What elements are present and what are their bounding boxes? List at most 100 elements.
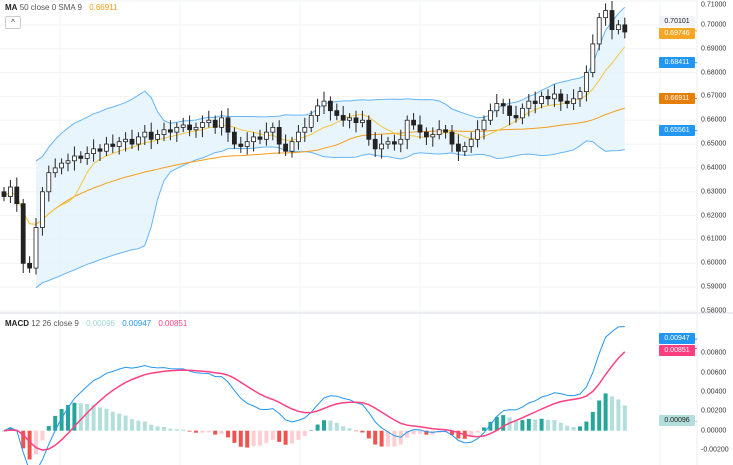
candle-body — [206, 119, 212, 124]
macd-histogram-bar — [187, 430, 192, 432]
macd-histogram-bar — [334, 422, 339, 431]
candle-body — [411, 119, 417, 126]
macd-histogram-bar — [219, 430, 224, 434]
candle-body — [552, 93, 557, 100]
candle-body — [72, 155, 77, 162]
candle-body — [238, 143, 244, 147]
candle-body — [564, 100, 570, 104]
price-tick-label: 0.68000 — [701, 69, 727, 77]
macd-histogram-bar — [603, 393, 608, 431]
macd-histogram-bar — [168, 428, 173, 431]
candle-body — [116, 141, 122, 147]
macd-params: 12 26 close 9 — [31, 319, 79, 328]
macd-histogram-bar — [226, 430, 230, 438]
candle-body — [270, 126, 276, 133]
candle-body — [455, 143, 461, 152]
candle-body — [353, 117, 359, 124]
price-tick-label: 0.59000 — [701, 283, 727, 291]
macd-histogram-bar — [411, 430, 416, 435]
macd-histogram-bar — [283, 430, 288, 445]
candle-body — [289, 141, 295, 152]
candle-body — [571, 98, 576, 104]
macd-histogram-bar — [546, 419, 550, 431]
macd-histogram-bar — [578, 426, 582, 431]
macd-histogram-bar — [558, 422, 563, 431]
macd-histogram-bar — [456, 430, 461, 439]
price-tick-label: 0.71000 — [701, 1, 727, 9]
candle-body — [84, 153, 90, 159]
macd-tick-label: -0.00200 — [701, 446, 729, 454]
candle-body — [436, 129, 442, 135]
candle-body — [52, 167, 58, 174]
macd-histogram-bar — [27, 430, 32, 460]
candle-body — [161, 129, 167, 135]
macd-histogram-bar — [34, 430, 38, 455]
candle-body — [321, 100, 327, 107]
price-tag: 0.68411 — [659, 56, 695, 68]
macd-histogram-bar — [200, 430, 205, 433]
candle-body — [315, 105, 321, 116]
candle-body — [148, 131, 154, 140]
candle-body — [308, 115, 314, 128]
candle-body — [449, 131, 455, 145]
macd-histogram-bar — [341, 426, 346, 431]
candle-body — [596, 17, 602, 45]
candle-body — [40, 191, 45, 228]
macd-histogram-bar — [597, 400, 602, 431]
candle-body — [78, 155, 84, 159]
price-tick-label: 0.62000 — [701, 212, 727, 220]
collapse-legend-button[interactable]: ^ — [5, 16, 21, 29]
macd-histogram-bar — [213, 430, 218, 435]
macd-histogram-bar — [123, 415, 128, 431]
candle-body — [366, 119, 372, 140]
candle-body — [283, 143, 289, 152]
candle-body — [263, 131, 269, 140]
candle-body — [219, 117, 225, 128]
candle-body — [1, 191, 7, 197]
indicator-value: 0.66911 — [89, 3, 118, 12]
candle-body — [199, 122, 205, 128]
macd-histogram-bar — [488, 421, 493, 431]
macd-name: MACD — [5, 319, 29, 328]
candle-body — [526, 100, 532, 109]
macd-histogram-bar — [584, 421, 589, 431]
candle-body — [180, 124, 186, 128]
candle-body — [334, 110, 340, 116]
ma-long-line — [3, 107, 625, 225]
candle-body — [33, 227, 39, 269]
macd-histogram-bar — [104, 408, 109, 431]
price-tag: 0.69746 — [659, 28, 695, 40]
macd-tick-label: 0.00600 — [701, 369, 727, 377]
indicator-name: MA — [5, 3, 18, 12]
candle-body — [212, 119, 218, 128]
macd-histogram-bar — [277, 430, 282, 442]
macd-histogram-bar — [360, 430, 365, 433]
candle-body — [590, 43, 596, 73]
macd-tag: 0.00096 — [659, 415, 695, 427]
candle-body — [404, 119, 410, 140]
price-tag: 0.66911 — [659, 92, 695, 104]
macd-histogram-bar — [392, 430, 397, 447]
candle-body — [193, 126, 199, 131]
macd-histogram-bar — [136, 420, 141, 431]
macd-histogram-bar — [590, 411, 595, 431]
candle-body — [475, 129, 481, 140]
candle-body — [231, 131, 237, 145]
macd-histogram-bar — [418, 430, 422, 434]
macd-signal-line — [3, 351, 626, 451]
candle-body — [622, 24, 628, 33]
macd-histogram-bar — [315, 424, 320, 431]
candle-body — [167, 129, 173, 133]
candle-body — [481, 119, 487, 131]
macd-histogram-bar — [40, 430, 45, 441]
macd-signal-value: 0.00851 — [158, 319, 188, 328]
macd-histogram-bar — [264, 430, 269, 444]
macd-histogram-bar — [174, 429, 179, 431]
macd-histogram-bar — [366, 430, 371, 439]
candle-body — [494, 103, 500, 112]
macd-histogram-bar — [270, 430, 275, 440]
price-tag: 0.65561 — [659, 124, 695, 136]
macd-histogram-bar — [98, 407, 102, 431]
candle-body — [443, 129, 449, 133]
